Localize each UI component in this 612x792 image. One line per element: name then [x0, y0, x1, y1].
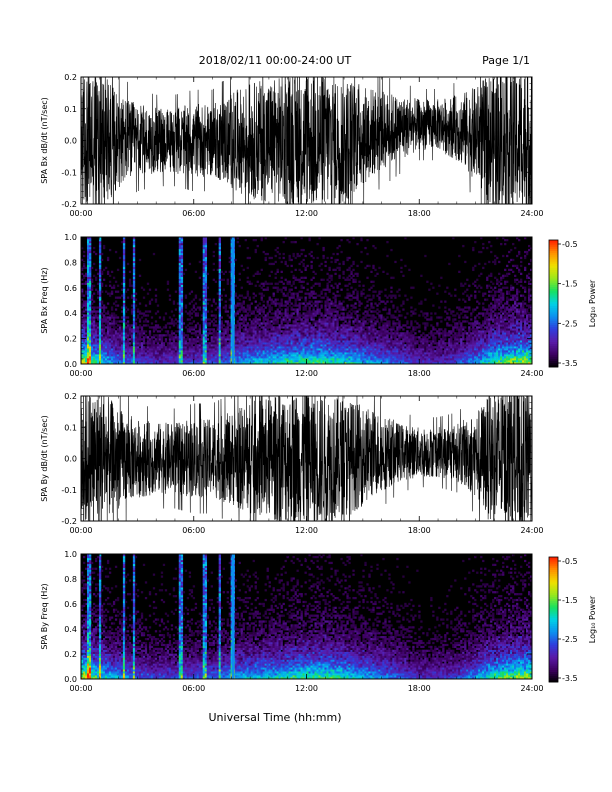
y-tick-label: 0.2: [64, 335, 77, 344]
y-tick-label: 0.1: [64, 105, 77, 114]
waveform-trace: [81, 396, 532, 521]
colorbar-tick-label: -3.5: [562, 359, 578, 368]
x-tick-label: 24:00: [520, 684, 543, 693]
plot-area: [81, 554, 532, 679]
x-tick-label: 00:00: [69, 684, 92, 693]
figure-title: 2018/02/11 00:00-24:00 UT: [199, 54, 352, 67]
x-tick-label: 00:00: [69, 526, 92, 535]
waveform-trace: [81, 77, 532, 204]
x-tick-label: 06:00: [182, 684, 205, 693]
plot-area: [81, 77, 532, 204]
y-tick-label: 0.0: [64, 137, 77, 146]
y-tick-label: 0.2: [64, 650, 77, 659]
x-tick-label: 12:00: [295, 526, 318, 535]
y-tick-label: 0.2: [64, 73, 77, 82]
x-tick-label: 24:00: [520, 369, 543, 378]
colorbar-frame: [548, 556, 559, 683]
colorbar-tick-label: -3.5: [562, 674, 578, 683]
colorbar-frame: [548, 239, 559, 368]
page-indicator: Page 1/1: [482, 54, 530, 67]
y-axis-label: SPA Bx Freq (Hz): [40, 267, 49, 333]
y-tick-label: 0.6: [64, 284, 77, 293]
x-tick-label: 12:00: [295, 684, 318, 693]
panel-2: 1.0 0.8 0.6 0.4 0.2 0.000:00 06:00 12:00 18:00 24…: [40, 233, 544, 378]
x-tick-label: 24:00: [520, 209, 543, 218]
colorbar-label: Log₁₀ Power: [588, 595, 597, 643]
x-tick-label: 12:00: [295, 209, 318, 218]
y-axis-label: SPA By dB/dt (nT/sec): [40, 415, 49, 502]
y-tick-label: -0.2: [61, 517, 77, 526]
x-tick-label: 18:00: [408, 369, 431, 378]
spectrogram-cells: [81, 237, 532, 364]
y-axis-label: SPA By Freq (Hz): [40, 583, 49, 649]
y-tick-label: 0.6: [64, 600, 77, 609]
colorbar-tick-label: -0.5: [562, 240, 578, 249]
x-tick-label: 18:00: [408, 209, 431, 218]
colorbar-label: Log₁₀ Power: [588, 279, 597, 327]
y-tick-label: 1.0: [64, 550, 77, 559]
y-tick-label: 0.8: [64, 575, 77, 584]
y-tick-label: 0.4: [64, 309, 77, 318]
colorbar-tick-label: -2.5: [562, 635, 578, 644]
y-tick-label: 0.4: [64, 625, 77, 634]
plot-area: [81, 396, 532, 521]
colorbar-2: -0.5 -1.5 -2.5 -3.5 Log₁₀ Power: [548, 239, 597, 368]
panels: 0.20.10.0-0.1-0.200:00 06:00 12:00 18:00 24:…: [40, 73, 544, 693]
panel-4: 1.0 0.8 0.6 0.4 0.2 0.000:00 06:00 12:00 18:00 24…: [40, 550, 544, 693]
y-axis-label: SPA Bx dB/dt (nT/sec): [40, 97, 49, 184]
x-tick-label: 06:00: [182, 526, 205, 535]
y-tick-label: 0.8: [64, 258, 77, 267]
panel-3: 0.2 0.1 0.0 -0.1 -0.200:00 06:00 12:00 18:00 24:…: [40, 392, 544, 535]
y-tick-label: -0.1: [61, 486, 77, 495]
x-axis-label: Universal Time (hh:mm): [209, 711, 342, 724]
y-tick-label: 0.0: [64, 675, 77, 684]
x-tick-label: 06:00: [182, 209, 205, 218]
y-tick-label: 0.0: [64, 360, 77, 369]
x-tick-label: 24:00: [520, 526, 543, 535]
colorbar-tick-label: -0.5: [562, 557, 578, 566]
panel-1: 0.2 0.1 0.0 -0.1 -0.200:00 06:00 12:00 18:00 24:…: [40, 73, 544, 218]
spectral-line: [231, 554, 235, 679]
colorbar-tick-label: -2.5: [562, 319, 578, 328]
x-tick-label: 00:00: [69, 369, 92, 378]
x-tick-label: 06:00: [182, 369, 205, 378]
plot-area: [81, 237, 532, 364]
colorbar-4: -0.5 -1.5 -2.5 -3.5 Log₁₀ Power: [548, 556, 597, 683]
y-tick-label: 1.0: [64, 233, 77, 242]
y-tick-label: -0.2: [61, 200, 77, 209]
x-tick-label: 18:00: [408, 684, 431, 693]
x-tick-label: 18:00: [408, 526, 431, 535]
y-tick-label: 0.2: [64, 392, 77, 401]
y-tick-label: -0.1: [61, 168, 77, 177]
x-tick-label: 12:00: [295, 369, 318, 378]
colorbar-tick-label: -1.5: [562, 280, 578, 289]
x-tick-label: 00:00: [69, 209, 92, 218]
spectral-line: [231, 237, 235, 364]
y-tick-label: 0.1: [64, 423, 77, 432]
y-tick-label: 0.0: [64, 455, 77, 464]
colorbar-tick-label: -1.5: [562, 596, 578, 605]
